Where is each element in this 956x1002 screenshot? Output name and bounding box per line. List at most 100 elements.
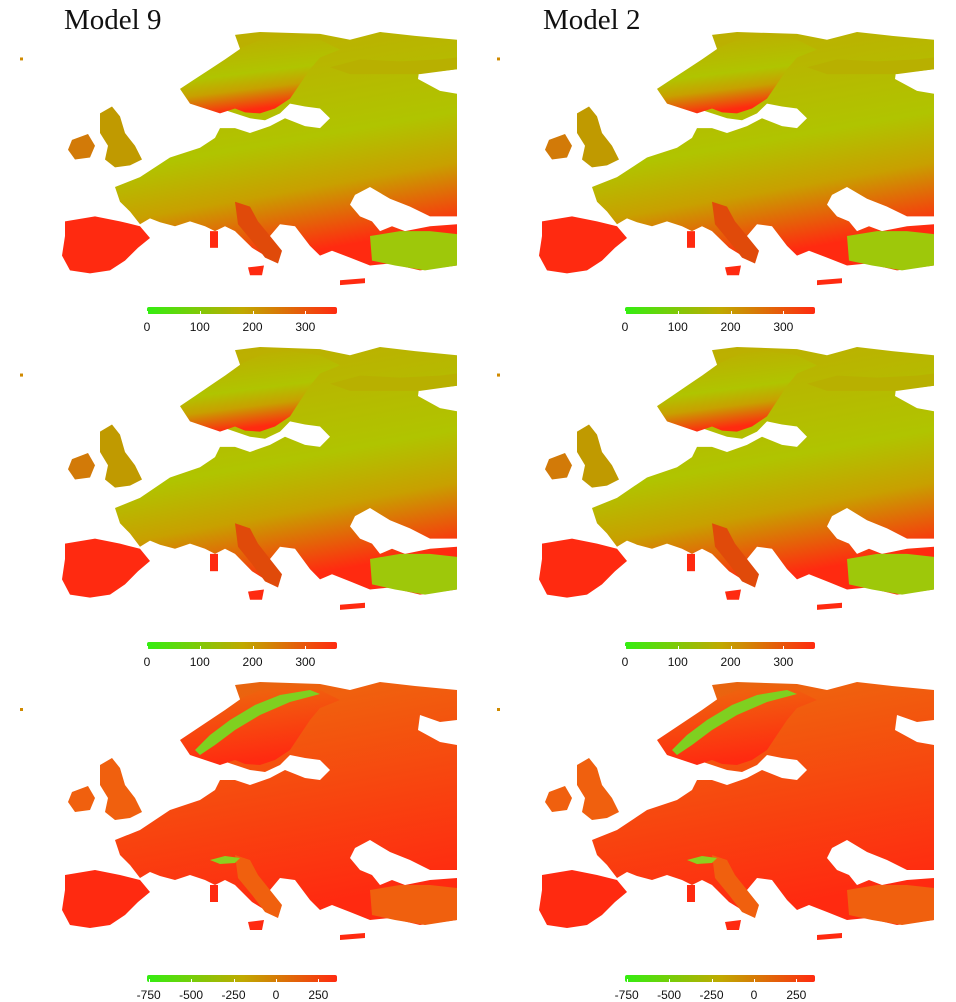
map-panel-r3-c2	[497, 680, 937, 945]
colorbar-r3-c2	[625, 975, 815, 982]
mainland-region	[115, 347, 457, 595]
europe-map	[497, 682, 934, 940]
mountain-band	[195, 690, 320, 755]
colorbar-tickmark	[730, 311, 732, 314]
colorbar-r1-c1	[147, 307, 337, 314]
europe-map	[497, 31, 934, 286]
ireland-region	[68, 453, 95, 480]
map-panel-r1-c1	[20, 30, 460, 290]
mainland-region	[592, 31, 934, 271]
map-panel-r1-c2	[497, 30, 937, 290]
colorbar-tickmark	[625, 311, 626, 314]
crete-region	[817, 933, 842, 940]
map-panel-r2-c2	[497, 345, 937, 615]
colorbar-tick-label: 0	[143, 320, 151, 334]
italy-region	[712, 201, 759, 264]
colorbar-tickmark	[252, 311, 254, 314]
europe-map	[497, 347, 934, 610]
colorbar-tick-label: 0	[750, 988, 758, 1002]
mainland-region	[592, 347, 934, 595]
italy-region	[712, 523, 759, 588]
iberia-region	[62, 216, 150, 274]
colorbar-tickmark	[669, 979, 671, 982]
colorbar-r3-c1	[147, 975, 337, 982]
sardinia-region	[210, 231, 218, 248]
sicily-region	[725, 589, 741, 600]
colorbar-tickmark	[677, 646, 679, 649]
mainland-region	[592, 682, 934, 925]
ireland-region	[68, 134, 95, 160]
italy-region	[235, 201, 282, 264]
colorbar-tick-label: 200	[720, 320, 741, 334]
colorbar-r2-c1	[147, 642, 337, 649]
colorbar-r2-c2	[625, 642, 815, 649]
colorbar-tickmark	[275, 979, 277, 982]
britain-region	[100, 758, 142, 820]
colorbar-tickmark	[626, 979, 628, 982]
crete-region	[340, 278, 365, 286]
colorbar-tick-label: -750	[614, 988, 639, 1002]
turkey-region	[370, 553, 457, 595]
map-panel-r3-c1	[20, 680, 460, 945]
sardinia-region	[210, 553, 218, 572]
mountain-band	[672, 690, 797, 755]
colorbar-tickmark	[783, 646, 785, 649]
north-band	[807, 373, 934, 391]
britain-region	[577, 106, 619, 168]
colorbar-tick-label: 100	[667, 320, 688, 334]
turkey-region	[847, 885, 934, 925]
colorbar-tick-label: 0	[621, 320, 629, 334]
colorbar-tick-label: 100	[667, 655, 688, 669]
ireland-region	[68, 786, 95, 812]
colorbar-tick-label: -250	[221, 988, 246, 1002]
colorbar-tickmark	[783, 311, 785, 314]
crete-region	[340, 933, 365, 940]
colorbar-tick-label: 100	[189, 655, 210, 669]
crete-region	[340, 602, 365, 610]
colorbar-tick-label: 250	[786, 988, 807, 1002]
colorbar-tick-label: 300	[295, 320, 316, 334]
europe-map	[20, 682, 457, 940]
sardinia-region	[687, 231, 695, 248]
colorbar-tick-label: 200	[720, 655, 741, 669]
title-model-2: Model 2	[543, 4, 641, 36]
sardinia-region	[687, 885, 695, 902]
colorbar-tickmark	[305, 646, 307, 649]
colorbar-tickmark	[199, 646, 201, 649]
crete-region	[817, 278, 842, 286]
crete-region	[817, 602, 842, 610]
scandinavia-region	[180, 35, 340, 114]
colorbar-tick-label: -500	[179, 988, 204, 1002]
colorbar-tickmark	[677, 311, 679, 314]
north-band	[807, 57, 934, 75]
colorbar-tick-label: 300	[773, 320, 794, 334]
edge-marker	[20, 708, 23, 711]
colorbar-tick-label: 200	[242, 655, 263, 669]
edge-marker	[497, 57, 500, 61]
scandinavia-region	[180, 686, 340, 765]
colorbar-tickmark	[147, 646, 148, 649]
ireland-region	[545, 134, 572, 160]
colorbar-tick-label: 0	[621, 655, 629, 669]
north-band	[330, 373, 457, 391]
ireland-region	[545, 453, 572, 480]
scandinavia-region	[657, 351, 817, 432]
edge-marker	[497, 708, 500, 711]
colorbar-tick-label: -500	[657, 988, 682, 1002]
britain-region	[577, 424, 619, 488]
turkey-region	[847, 231, 934, 271]
north-band	[330, 57, 457, 75]
colorbar-tickmark	[147, 311, 148, 314]
mainland-region	[115, 682, 457, 925]
sicily-region	[725, 265, 741, 276]
colorbar-r1-c2	[625, 307, 815, 314]
italy-region	[235, 523, 282, 588]
colorbar-tickmark	[711, 979, 713, 982]
colorbar-tick-label: 300	[295, 655, 316, 669]
turkey-region	[370, 885, 457, 925]
sardinia-region	[687, 553, 695, 572]
colorbar-tick-label: 0	[143, 655, 151, 669]
alps-band	[210, 856, 240, 864]
colorbar-tickmark	[252, 646, 254, 649]
sardinia-region	[210, 885, 218, 902]
